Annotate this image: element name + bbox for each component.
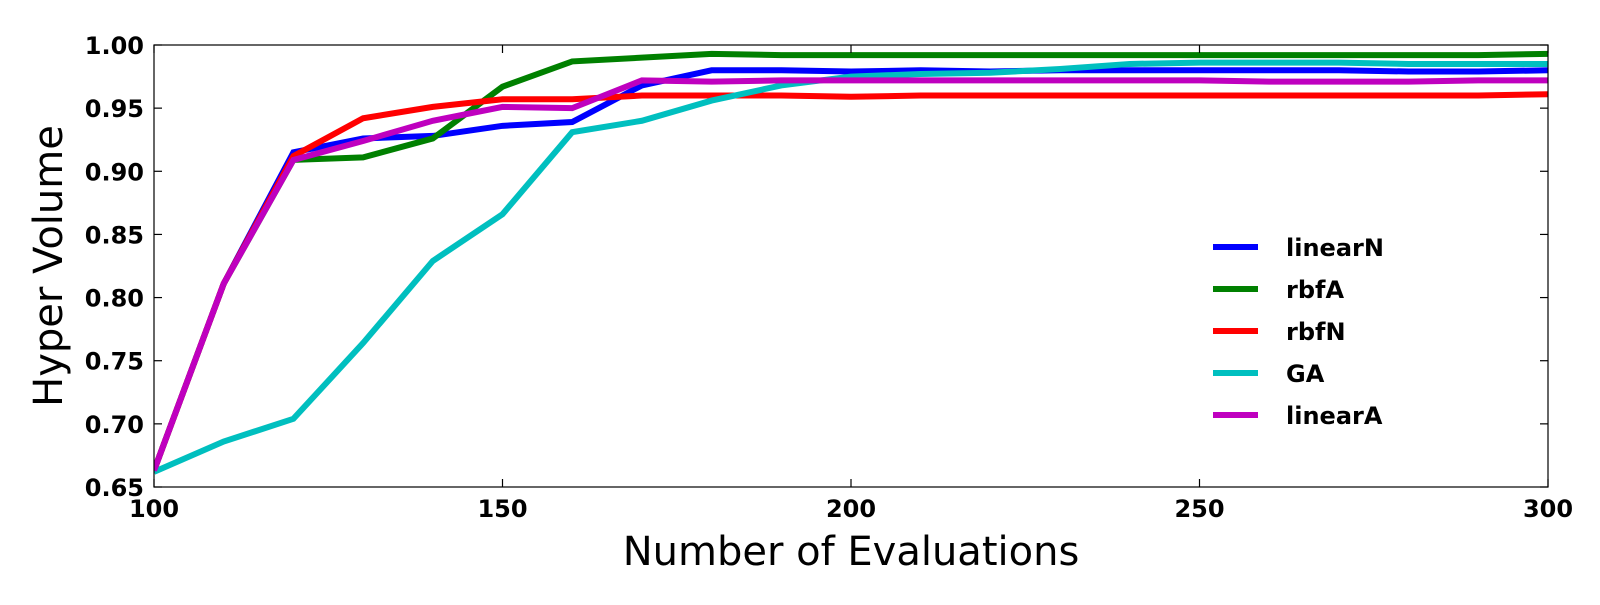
series-layer (154, 50, 1548, 475)
legend-label-linearN: linearN (1286, 234, 1384, 262)
ticks-layer (153, 44, 1549, 488)
y-tick-label: 0.85 (85, 221, 144, 249)
y-tick-label: 0.75 (85, 348, 144, 376)
tick-labels-layer: 100 150 200 250 300 0.65 0.70 0.75 0.80 0.85 0.90 0… (85, 32, 1573, 523)
series-line-rbfN (154, 91, 1548, 472)
series-line-rbfA (154, 50, 1548, 472)
y-tick-label: 0.90 (85, 158, 144, 186)
series-line-linearN (154, 67, 1548, 472)
x-tick-label: 250 (1174, 495, 1224, 523)
y-tick-label: 0.65 (85, 474, 144, 502)
y-tick-label: 0.80 (85, 285, 144, 313)
x-tick-label: 100 (129, 495, 179, 523)
series-line-linearA (154, 77, 1548, 472)
y-axis-title: Hyper Volume (26, 125, 72, 407)
y-tick-label: 1.00 (85, 32, 144, 60)
y-tick-label: 0.70 (85, 411, 144, 439)
x-axis-title: Number of Evaluations (623, 529, 1080, 575)
legend-label-rbfA: rbfA (1286, 276, 1344, 304)
x-tick-label: 300 (1523, 495, 1573, 523)
series-line-GA (154, 59, 1548, 475)
x-tick-label: 200 (826, 495, 876, 523)
legend-label-linearA: linearA (1286, 402, 1383, 430)
y-tick-label: 0.95 (85, 95, 144, 123)
x-tick-label: 150 (477, 495, 527, 523)
legend-label-GA: GA (1286, 360, 1325, 388)
legend: linearN rbfA rbfN GA linearA (1213, 234, 1384, 430)
legend-label-rbfN: rbfN (1286, 318, 1346, 346)
